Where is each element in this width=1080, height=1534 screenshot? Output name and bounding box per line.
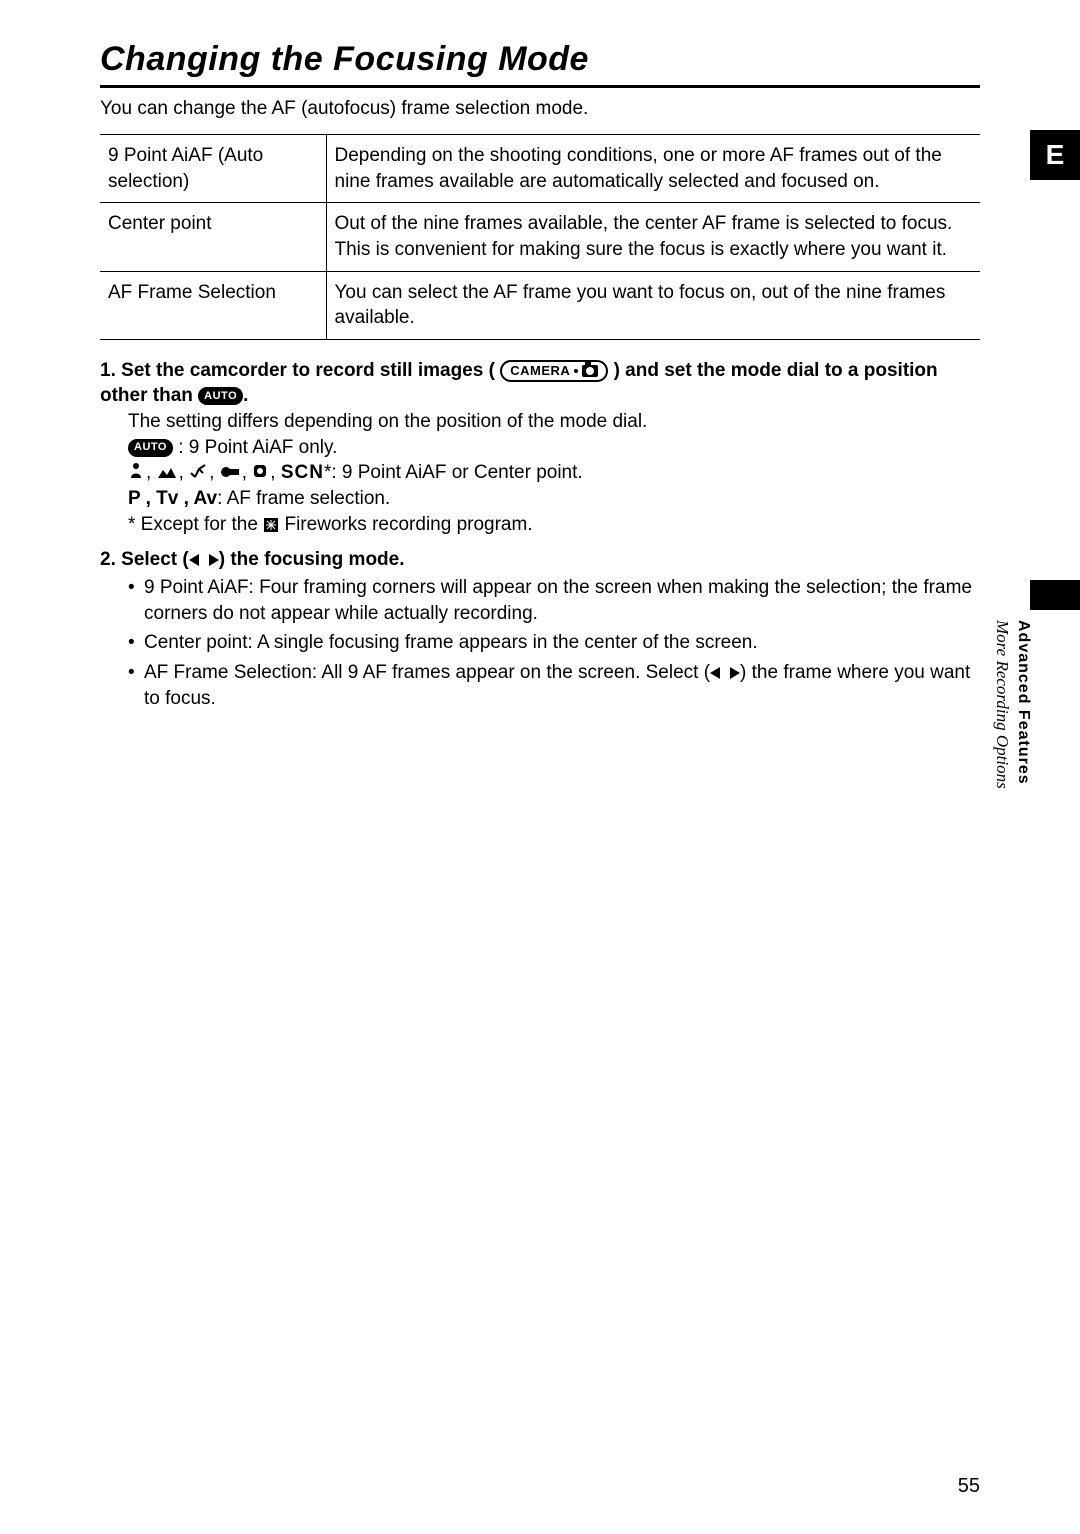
- title-underline: [100, 85, 980, 88]
- step1-line5: * Except for the Fireworks recording pro…: [128, 512, 980, 538]
- step1-body: The setting differs depending on the pos…: [128, 409, 980, 537]
- table-row: Center point Out of the nine frames avai…: [100, 203, 980, 271]
- mode-name: 9 Point AiAF (Auto selection): [100, 135, 326, 203]
- step2-lead: Select (: [121, 549, 189, 570]
- step1-line2-after: : 9 Point AiAF only.: [178, 437, 337, 458]
- mode-desc: Depending on the shooting conditions, on…: [326, 135, 980, 203]
- step1-line5-lead: * Except for the: [128, 514, 258, 535]
- mode-name: AF Frame Selection: [100, 271, 326, 339]
- intro-text: You can change the AF (autofocus) frame …: [100, 98, 980, 120]
- step1-line4: P , Tv , Av: AF frame selection.: [128, 486, 980, 512]
- step1-line5-after: Fireworks recording program.: [284, 514, 532, 535]
- step2-number: 2.: [100, 549, 116, 570]
- mode-name: Center point: [100, 203, 326, 271]
- language-tab: E: [1030, 130, 1080, 180]
- ptv-av-labels: P , Tv , Av: [128, 488, 217, 509]
- sports-icon: [189, 461, 207, 487]
- snow-icon: [252, 461, 268, 487]
- left-right-arrows-icon: [710, 662, 740, 683]
- bullet-item: 9 Point AiAF: Four framing corners will …: [128, 575, 980, 626]
- bullet3-a: AF Frame Selection: All 9 AF frames appe…: [144, 662, 710, 683]
- auto-pill-icon: AUTO: [128, 439, 173, 457]
- mode-desc: You can select the AF frame you want to …: [326, 271, 980, 339]
- step2-tail: ) the focusing mode.: [219, 549, 405, 570]
- step1-line3-after: *: 9 Point AiAF or Center point.: [324, 462, 583, 483]
- side-italic-label: More Recording Options: [992, 620, 1012, 860]
- landscape-icon: [157, 461, 177, 487]
- step1-line3: , , , , , SCN*: 9 Point AiAF or Center p…: [128, 460, 980, 486]
- left-right-arrows-icon: [189, 549, 219, 570]
- mode-desc: Out of the nine frames available, the ce…: [326, 203, 980, 271]
- table-row: 9 Point AiAF (Auto selection) Depending …: [100, 135, 980, 203]
- portrait-icon: [128, 461, 144, 487]
- page-number: 55: [958, 1475, 980, 1498]
- step2-heading: 2. Select ( ) the focusing mode.: [100, 547, 980, 573]
- step1-line2: AUTO : 9 Point AiAF only.: [128, 435, 980, 461]
- step1-tail: .: [243, 385, 248, 406]
- step1-line1: The setting differs depending on the pos…: [128, 409, 980, 435]
- side-bold-label: Advanced Features: [1014, 620, 1032, 860]
- page-title: Changing the Focusing Mode: [100, 40, 980, 79]
- step2-bullets: 9 Point AiAF: Four framing corners will …: [128, 575, 980, 711]
- camera-mode-icon: CAMERA: [500, 360, 608, 382]
- section-tab-marker: [1030, 580, 1080, 610]
- step1-number: 1.: [100, 360, 116, 381]
- scn-label: SCN: [281, 462, 324, 483]
- camera-icon: [582, 365, 598, 377]
- step1-lead: Set the camcorder to record still images…: [121, 360, 495, 381]
- bullet-item: Center point: A single focusing frame ap…: [128, 630, 980, 656]
- night-icon: [220, 461, 240, 487]
- table-row: AF Frame Selection You can select the AF…: [100, 271, 980, 339]
- steps-block: 1. Set the camcorder to record still ima…: [100, 358, 980, 711]
- step1-heading: 1. Set the camcorder to record still ima…: [100, 358, 980, 409]
- bullet-item: AF Frame Selection: All 9 AF frames appe…: [128, 660, 980, 711]
- step1-line4-after: : AF frame selection.: [217, 488, 390, 509]
- fireworks-icon: [263, 517, 279, 533]
- auto-pill-icon: AUTO: [198, 387, 243, 405]
- modes-table: 9 Point AiAF (Auto selection) Depending …: [100, 134, 980, 340]
- side-section-label: More Recording Options Advanced Features: [992, 620, 1034, 860]
- camera-label: CAMERA: [510, 362, 570, 380]
- manual-page: Changing the Focusing Mode You can chang…: [0, 0, 1080, 1534]
- dot-icon: [574, 369, 578, 373]
